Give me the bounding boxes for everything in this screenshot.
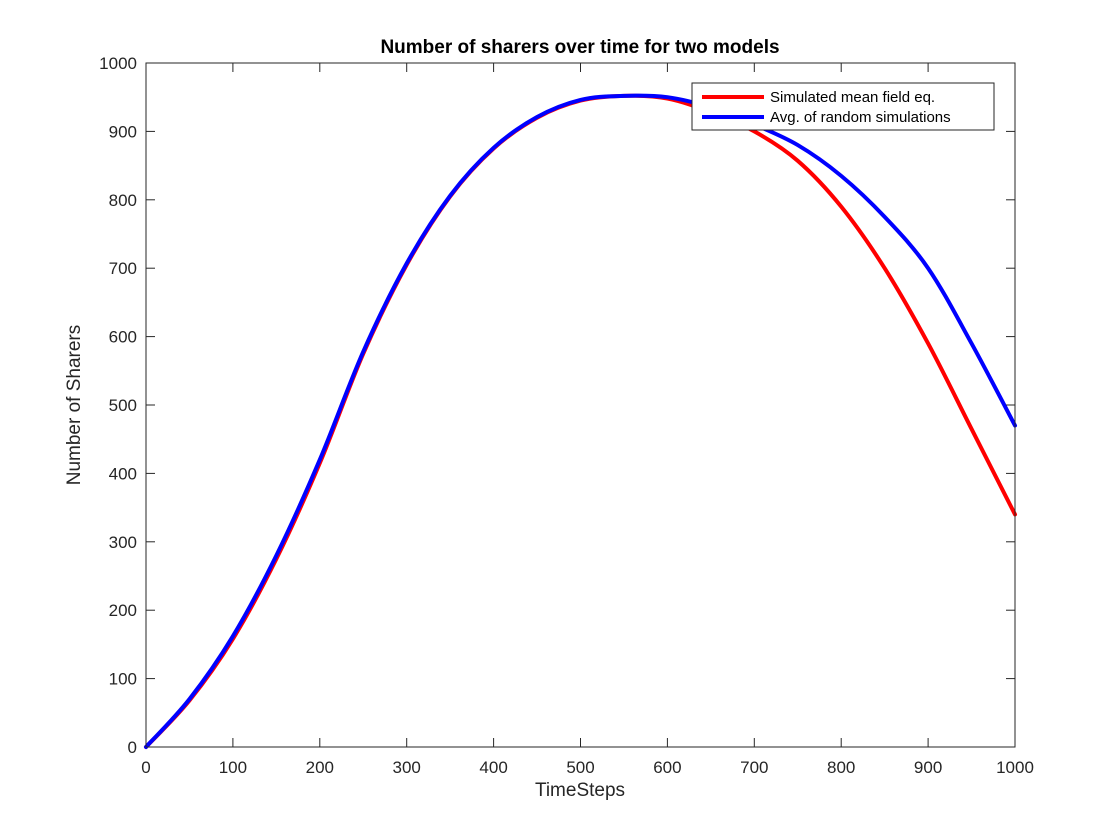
x-tick-label: 400	[479, 758, 507, 777]
x-tick-label: 1000	[996, 758, 1034, 777]
series-layer	[144, 93, 1017, 749]
x-tick-label: 900	[914, 758, 942, 777]
y-tick-label: 900	[109, 122, 137, 141]
y-tick-label: 0	[128, 738, 137, 757]
y-axis-label: Number of Sharers	[64, 325, 85, 486]
y-tick-label: 400	[109, 464, 137, 483]
y-tick-label: 500	[109, 396, 137, 415]
x-tick-label: 0	[141, 758, 150, 777]
x-tick-label: 600	[653, 758, 681, 777]
x-tick-label: 300	[393, 758, 421, 777]
y-tick-label: 300	[109, 533, 137, 552]
x-axis-label: TimeSteps	[535, 780, 625, 801]
x-tick-label: 100	[219, 758, 247, 777]
y-tick-label: 800	[109, 191, 137, 210]
x-tick-label: 500	[566, 758, 594, 777]
series-line-random-simulations	[144, 93, 1017, 749]
legend-entry-simulated-mean-field: Simulated mean field eq.	[770, 89, 935, 106]
x-tick-label: 200	[306, 758, 334, 777]
y-tick-label: 700	[109, 259, 137, 278]
y-tick-label: 200	[109, 601, 137, 620]
x-tick-label: 800	[827, 758, 855, 777]
y-tick-label: 600	[109, 328, 137, 347]
legend: Simulated mean field eq. Avg. of random …	[691, 82, 995, 131]
chart-title: Number of sharers over time for two mode…	[380, 37, 779, 58]
x-tick-label: 700	[740, 758, 768, 777]
y-tick-label: 1000	[99, 54, 137, 73]
legend-box	[691, 82, 995, 131]
legend-entry-random-simulations: Avg. of random simulations	[770, 109, 951, 126]
axes-frame	[145, 62, 1016, 748]
y-tick-label: 100	[109, 670, 137, 689]
series-line-simulated-mean-field	[144, 93, 1017, 749]
tick-layer: 0 100 200 300 400 500 600 700 800 900 1000 0 100 200 3…	[99, 54, 1034, 777]
